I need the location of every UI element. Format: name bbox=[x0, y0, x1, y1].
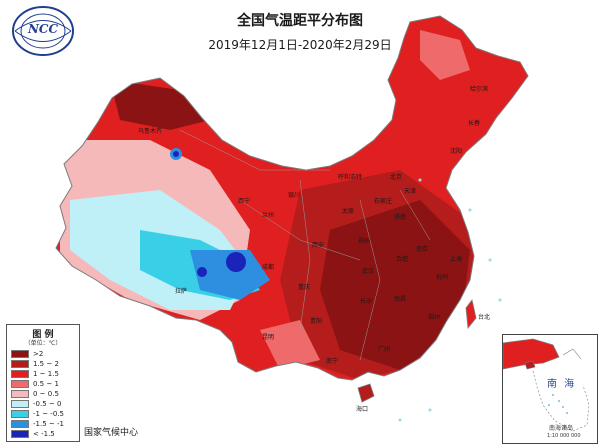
inset-scale-label: 1:10 000 000 bbox=[547, 433, 581, 439]
hainan-island bbox=[357, 383, 375, 403]
city-label: 广州 bbox=[378, 346, 391, 353]
legend-unit: （单位：℃） bbox=[24, 340, 62, 347]
legend-label: -0.5 ~ 0 bbox=[33, 400, 62, 408]
legend-label: -1.5 ~ -1 bbox=[33, 420, 64, 428]
legend-item: 0 ~ 0.5 bbox=[11, 389, 77, 399]
city-label: 银川 bbox=[288, 192, 301, 199]
inset-map bbox=[503, 338, 590, 432]
map-title: 全国气温距平分布图 bbox=[237, 13, 363, 29]
ncc-logo: NCC bbox=[10, 4, 76, 58]
legend-swatch bbox=[11, 420, 29, 428]
legend-item: -1 ~ -0.5 bbox=[11, 409, 77, 419]
legend-label: 1 ~ 1.5 bbox=[33, 370, 59, 378]
city-label: 长沙 bbox=[360, 298, 373, 305]
city-label: 西宁 bbox=[238, 198, 251, 205]
city-label: 西安 bbox=[312, 242, 325, 249]
map-subtitle: 2019年12月1日-2020年2月29日 bbox=[208, 38, 392, 52]
logo-text: NCC bbox=[27, 22, 59, 36]
legend-item: 0.5 ~ 1 bbox=[11, 379, 77, 389]
legend-swatch bbox=[11, 350, 29, 358]
legend-item: -0.5 ~ 0 bbox=[11, 399, 77, 409]
city-label: 呼和浩特 bbox=[338, 174, 363, 181]
legend-label: -1 ~ -0.5 bbox=[33, 410, 64, 418]
city-label: 天津 bbox=[404, 188, 417, 195]
city-label: 拉萨 bbox=[175, 288, 188, 295]
legend-item: 1 ~ 1.5 bbox=[11, 369, 77, 379]
city-label: 上海 bbox=[450, 256, 463, 263]
city-label: 石家庄 bbox=[374, 198, 393, 205]
legend-item: < -1.5 bbox=[11, 429, 77, 439]
south-china-sea-inset: 南 海 南海诸岛 1:10 000 000 bbox=[502, 334, 598, 444]
city-label: 南宁 bbox=[326, 358, 339, 365]
city-label: 乌鲁木齐 bbox=[138, 128, 163, 135]
city-label: 长春 bbox=[468, 120, 481, 127]
inset-islands-label: 南海诸岛 bbox=[549, 425, 574, 432]
sea-dots bbox=[398, 178, 502, 422]
legend-label: 0.5 ~ 1 bbox=[33, 380, 59, 388]
legend-swatch bbox=[11, 360, 29, 368]
city-label: 台北 bbox=[478, 314, 491, 321]
city-label: 杭州 bbox=[436, 274, 449, 281]
china-border bbox=[55, 15, 529, 381]
legend-label: < -1.5 bbox=[33, 430, 55, 438]
legend-swatch bbox=[11, 400, 29, 408]
city-label: 郑州 bbox=[358, 238, 371, 245]
city-label: 北京 bbox=[390, 174, 403, 181]
ncc-logo-emblem bbox=[12, 6, 74, 56]
city-label: 哈尔滨 bbox=[470, 86, 489, 93]
city-label: 武汉 bbox=[362, 268, 375, 275]
city-label: 贵阳 bbox=[310, 318, 323, 325]
legend-title: 图 例 bbox=[32, 330, 54, 340]
taiwan-island bbox=[465, 299, 477, 330]
city-label: 兰州 bbox=[262, 212, 275, 219]
city-label: 沈阳 bbox=[450, 148, 463, 155]
source-label: 国家气候中心 bbox=[84, 428, 139, 438]
inset-sea-name: 南 海 bbox=[547, 379, 577, 390]
legend-label: 1.5 ~ 2 bbox=[33, 360, 59, 368]
legend-swatch bbox=[11, 410, 29, 418]
legend: 图 例 （单位：℃） >2 1.5 ~ 2 1 ~ 1.5 0.5 ~ 1 0 ~ 0.… bbox=[6, 324, 80, 442]
legend-item: 1.5 ~ 2 bbox=[11, 359, 77, 369]
legend-label: 0 ~ 0.5 bbox=[33, 390, 59, 398]
legend-label: >2 bbox=[33, 350, 44, 358]
city-label: 南昌 bbox=[394, 296, 407, 303]
city-label: 南京 bbox=[416, 246, 429, 253]
legend-item: -1.5 ~ -1 bbox=[11, 419, 77, 429]
legend-swatch bbox=[11, 430, 29, 438]
city-label: 重庆 bbox=[298, 284, 311, 291]
legend-swatch bbox=[11, 390, 29, 398]
city-label: 太原 bbox=[342, 208, 355, 215]
province-borders bbox=[179, 129, 431, 361]
city-label: 成都 bbox=[262, 264, 275, 271]
city-label: 昆明 bbox=[262, 334, 275, 341]
city-label: 合肥 bbox=[396, 256, 409, 263]
legend-item: >2 bbox=[11, 349, 77, 359]
legend-swatch bbox=[11, 380, 29, 388]
city-label: 济南 bbox=[394, 214, 407, 221]
legend-swatch bbox=[11, 370, 29, 378]
city-label: 福州 bbox=[428, 314, 441, 321]
city-label: 海口 bbox=[356, 406, 369, 413]
